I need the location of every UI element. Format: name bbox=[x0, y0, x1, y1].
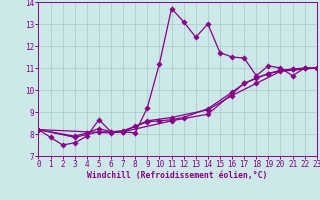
X-axis label: Windchill (Refroidissement éolien,°C): Windchill (Refroidissement éolien,°C) bbox=[87, 171, 268, 180]
